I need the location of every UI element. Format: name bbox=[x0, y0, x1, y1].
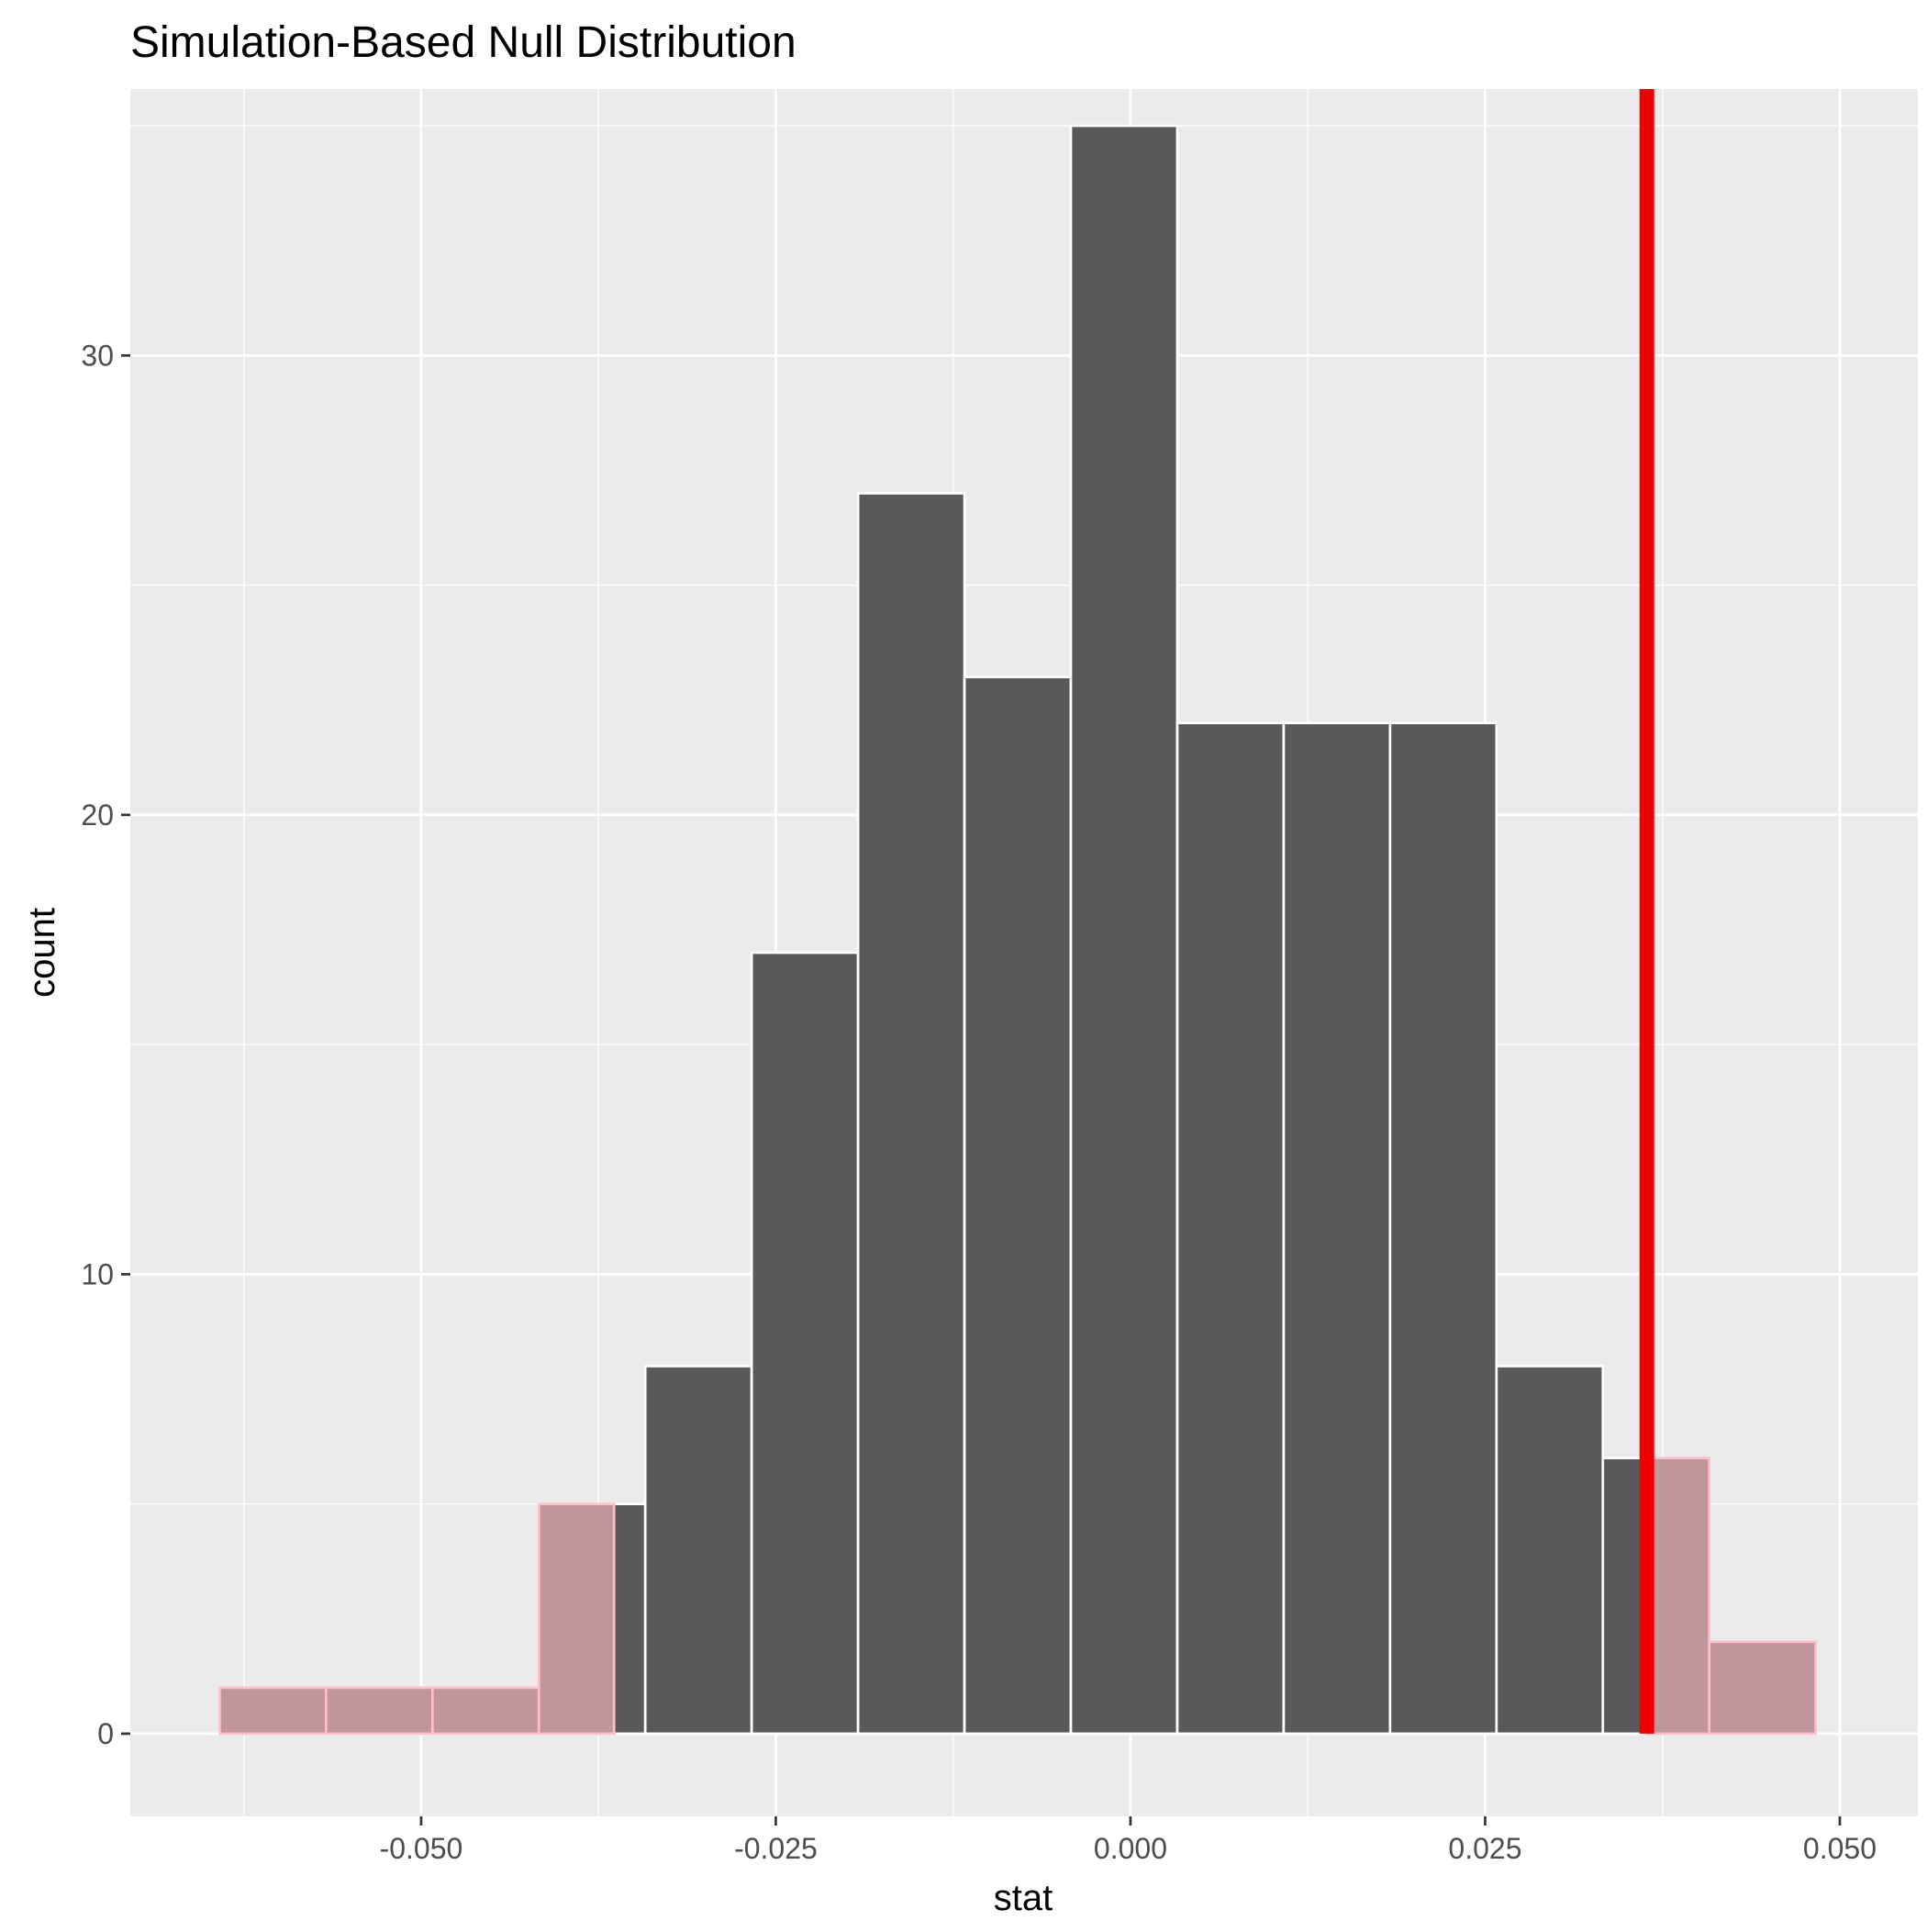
x-axis: -0.050 -0.025 0.000 0.025 0.050 bbox=[380, 1816, 1877, 1865]
histogram-bar-7 bbox=[856, 492, 966, 1736]
shaded-bar-upper-15 bbox=[1708, 1640, 1818, 1736]
shaded-bar-upper-14 bbox=[1645, 1457, 1711, 1736]
histogram-bar-5 bbox=[643, 1365, 753, 1736]
x-tick-label: -0.025 bbox=[734, 1832, 818, 1865]
histogram-bar-8 bbox=[963, 676, 1073, 1736]
x-axis-title: stat bbox=[994, 1878, 1053, 1918]
y-tick-label: 0 bbox=[97, 1717, 114, 1750]
chart-title: Simulation-Based Null Distribution bbox=[130, 18, 796, 67]
shaded-bar-lower-2 bbox=[325, 1686, 434, 1736]
y-tick-label: 10 bbox=[81, 1257, 114, 1290]
y-axis-title: count bbox=[22, 908, 62, 998]
shaded-regions bbox=[218, 1457, 1818, 1736]
x-tick-label: 0.050 bbox=[1803, 1832, 1877, 1865]
histogram-bar-11 bbox=[1282, 721, 1392, 1736]
y-tick-label: 30 bbox=[81, 339, 114, 372]
histogram-bar-13 bbox=[1495, 1365, 1605, 1736]
shaded-bar-lower-3 bbox=[430, 1686, 540, 1736]
histogram-bar-10 bbox=[1175, 721, 1286, 1736]
x-tick-label: 0.025 bbox=[1448, 1832, 1521, 1865]
histogram-bar-9 bbox=[1069, 124, 1179, 1736]
y-axis: 0 10 20 30 bbox=[81, 339, 130, 1750]
histogram-bar-6 bbox=[750, 951, 860, 1736]
histogram-bar-12 bbox=[1388, 721, 1498, 1736]
x-tick-label: 0.000 bbox=[1094, 1832, 1167, 1865]
shaded-bar-lower-1 bbox=[218, 1686, 328, 1736]
y-tick-label: 20 bbox=[81, 798, 114, 832]
x-tick-label: -0.050 bbox=[380, 1832, 463, 1865]
shaded-bar-lower-4 bbox=[537, 1502, 616, 1736]
